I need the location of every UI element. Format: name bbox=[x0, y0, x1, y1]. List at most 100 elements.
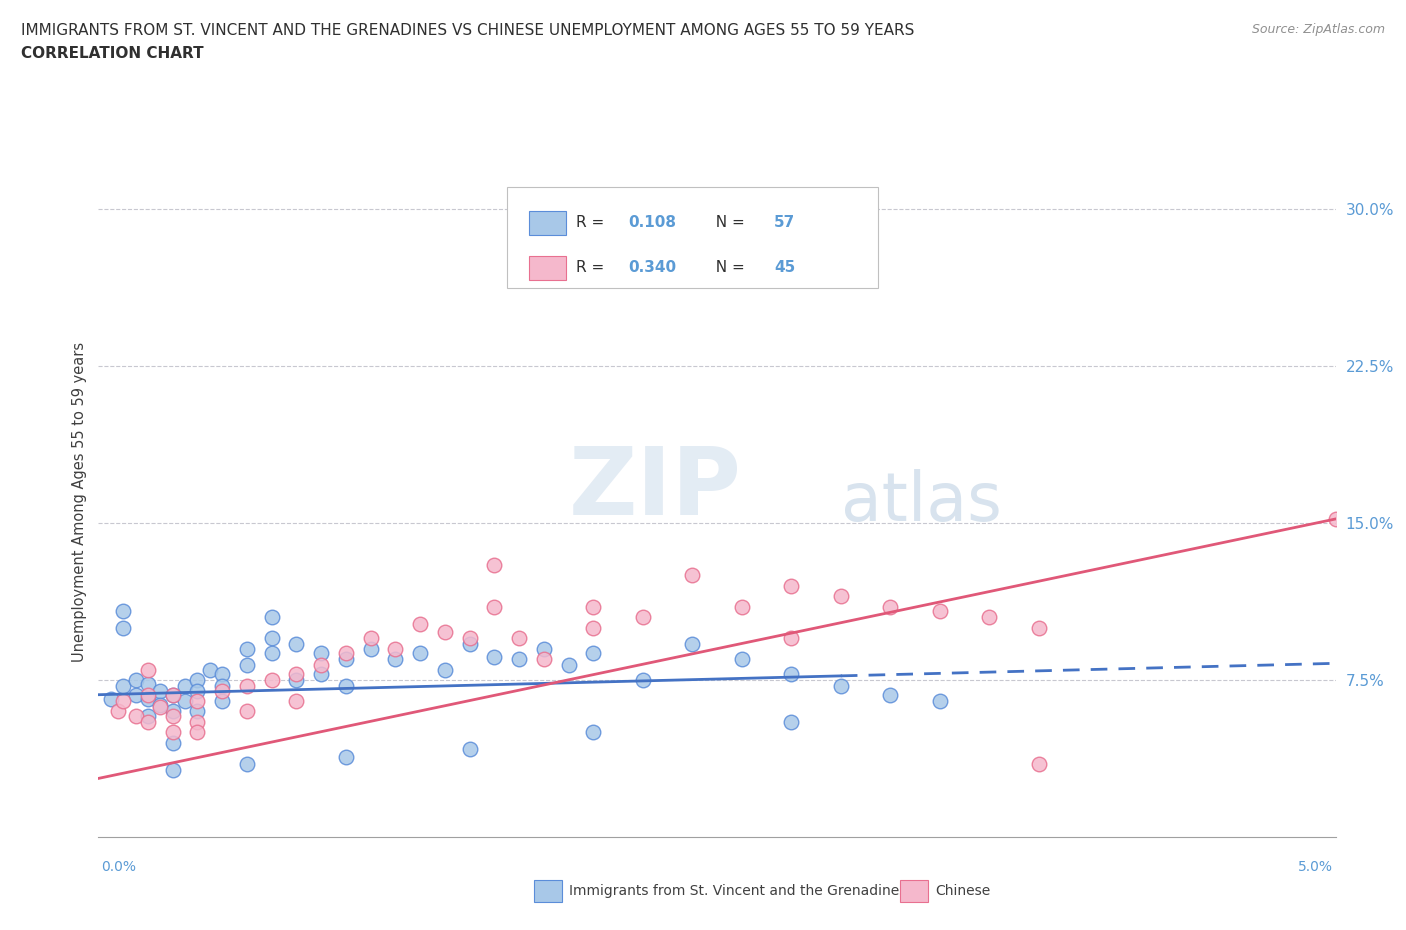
Point bbox=[260, 610, 283, 625]
Point bbox=[174, 694, 197, 709]
Text: 0.0%: 0.0% bbox=[101, 860, 136, 874]
Point bbox=[681, 568, 703, 583]
Point bbox=[149, 700, 172, 715]
Point bbox=[211, 683, 233, 698]
Point bbox=[631, 610, 654, 625]
Point bbox=[186, 714, 208, 729]
Point bbox=[136, 714, 159, 729]
Point bbox=[879, 600, 901, 615]
Text: N =: N = bbox=[706, 260, 749, 275]
Point bbox=[124, 709, 146, 724]
Point bbox=[186, 672, 208, 687]
Point bbox=[433, 662, 456, 677]
Point bbox=[335, 679, 357, 694]
Point bbox=[409, 645, 432, 660]
Point bbox=[681, 637, 703, 652]
Point bbox=[780, 631, 803, 645]
FancyBboxPatch shape bbox=[529, 210, 567, 234]
Point bbox=[112, 679, 135, 694]
Point bbox=[533, 642, 555, 657]
Point bbox=[285, 694, 308, 709]
Point bbox=[236, 756, 259, 771]
Text: 0.340: 0.340 bbox=[628, 260, 676, 275]
Point bbox=[186, 704, 208, 719]
Point bbox=[309, 645, 332, 660]
Point bbox=[508, 631, 530, 645]
Point bbox=[162, 725, 184, 740]
Text: N =: N = bbox=[706, 215, 749, 230]
Point bbox=[928, 694, 950, 709]
FancyBboxPatch shape bbox=[506, 188, 877, 288]
Point bbox=[174, 679, 197, 694]
Point bbox=[360, 642, 382, 657]
Point bbox=[236, 679, 259, 694]
Point bbox=[136, 687, 159, 702]
Point bbox=[112, 604, 135, 618]
Point bbox=[1324, 512, 1347, 526]
Point bbox=[136, 709, 159, 724]
Point bbox=[285, 637, 308, 652]
Point bbox=[124, 687, 146, 702]
Text: Source: ZipAtlas.com: Source: ZipAtlas.com bbox=[1251, 23, 1385, 36]
Point bbox=[484, 558, 506, 573]
Point bbox=[162, 687, 184, 702]
Text: 57: 57 bbox=[773, 215, 796, 230]
Point bbox=[149, 698, 172, 712]
Text: 0.108: 0.108 bbox=[628, 215, 676, 230]
FancyBboxPatch shape bbox=[529, 256, 567, 280]
Point bbox=[780, 578, 803, 593]
Text: 5.0%: 5.0% bbox=[1298, 860, 1333, 874]
Point bbox=[979, 610, 1001, 625]
Point bbox=[136, 677, 159, 692]
Point bbox=[162, 704, 184, 719]
Point bbox=[136, 692, 159, 707]
Point bbox=[458, 637, 481, 652]
Point bbox=[582, 620, 605, 635]
Point bbox=[198, 662, 221, 677]
Text: R =: R = bbox=[576, 215, 609, 230]
Point bbox=[309, 658, 332, 673]
Point bbox=[780, 666, 803, 681]
Text: atlas: atlas bbox=[841, 470, 1001, 535]
Point bbox=[780, 714, 803, 729]
Point bbox=[211, 679, 233, 694]
Point bbox=[360, 631, 382, 645]
Point bbox=[458, 742, 481, 757]
Text: IMMIGRANTS FROM ST. VINCENT AND THE GRENADINES VS CHINESE UNEMPLOYMENT AMONG AGE: IMMIGRANTS FROM ST. VINCENT AND THE GREN… bbox=[21, 23, 914, 38]
Point bbox=[211, 666, 233, 681]
Point bbox=[409, 617, 432, 631]
Point bbox=[830, 589, 852, 604]
Point bbox=[186, 683, 208, 698]
Point bbox=[433, 625, 456, 640]
Point bbox=[879, 687, 901, 702]
Point bbox=[260, 672, 283, 687]
Point bbox=[1028, 756, 1050, 771]
Point bbox=[309, 666, 332, 681]
Point bbox=[162, 709, 184, 724]
Point bbox=[162, 736, 184, 751]
Point bbox=[260, 645, 283, 660]
Text: Immigrants from St. Vincent and the Grenadines: Immigrants from St. Vincent and the Gren… bbox=[569, 884, 907, 898]
Point bbox=[582, 725, 605, 740]
Point bbox=[384, 642, 406, 657]
Point bbox=[557, 658, 579, 673]
Point bbox=[731, 600, 754, 615]
Point bbox=[211, 694, 233, 709]
Point bbox=[384, 652, 406, 667]
Point bbox=[149, 683, 172, 698]
Point bbox=[236, 704, 259, 719]
Point bbox=[731, 652, 754, 667]
Point bbox=[112, 694, 135, 709]
Point bbox=[582, 600, 605, 615]
Point bbox=[124, 672, 146, 687]
Point bbox=[830, 679, 852, 694]
Point bbox=[136, 662, 159, 677]
Point bbox=[162, 763, 184, 777]
Point bbox=[484, 600, 506, 615]
Text: R =: R = bbox=[576, 260, 609, 275]
Point bbox=[236, 642, 259, 657]
Point bbox=[285, 666, 308, 681]
Text: ZIP: ZIP bbox=[568, 443, 741, 535]
Point bbox=[186, 694, 208, 709]
Point bbox=[1028, 620, 1050, 635]
